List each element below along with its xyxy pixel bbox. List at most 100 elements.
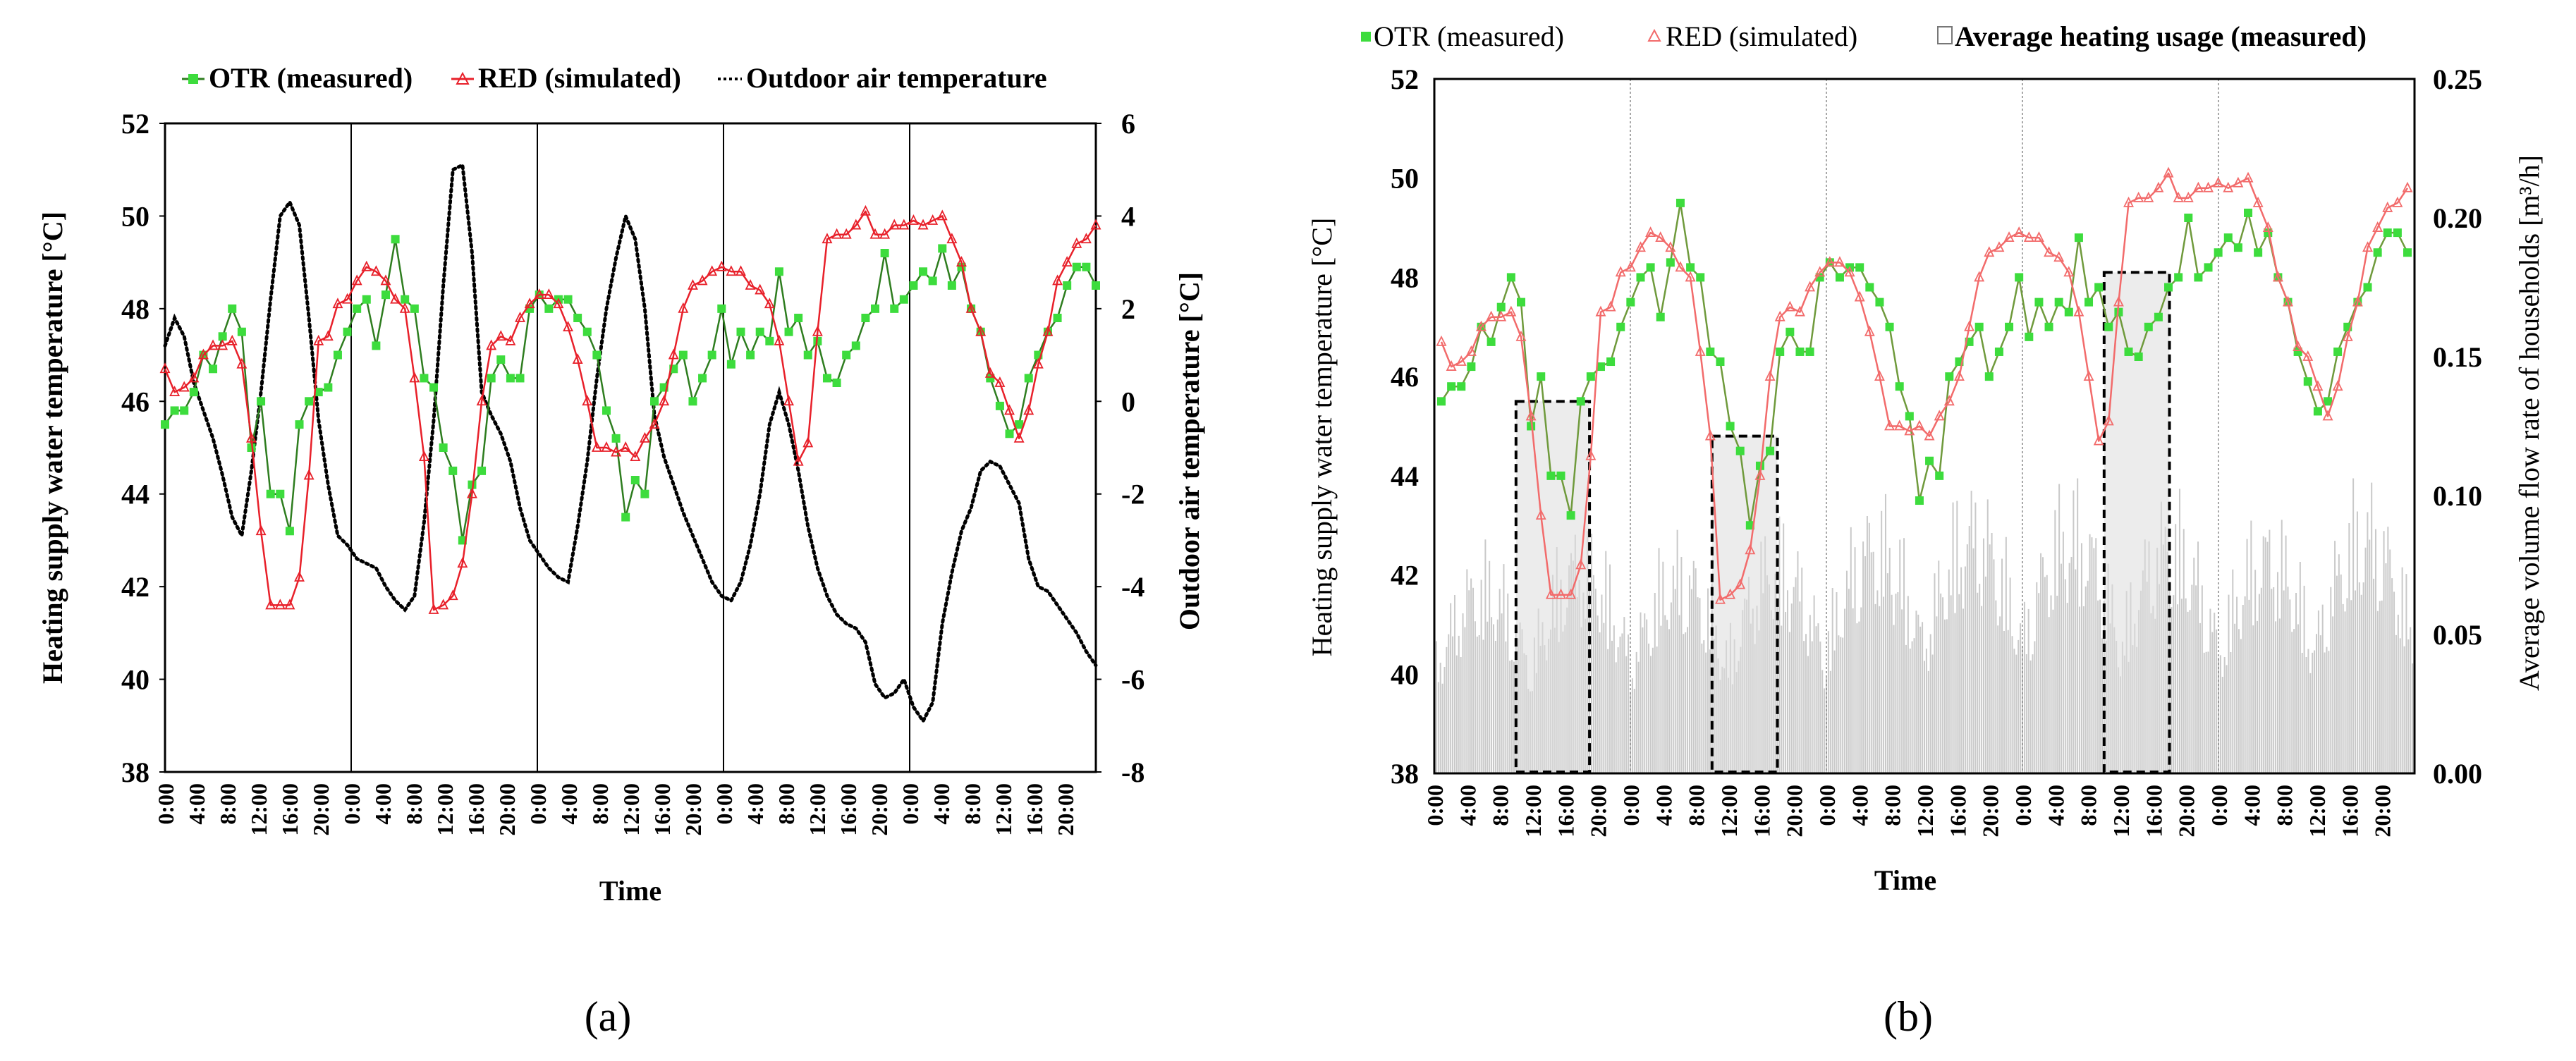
red-point: [2113, 295, 2124, 307]
y-tick-label: 44: [121, 479, 149, 510]
y-tick-label: 48: [1391, 262, 1419, 293]
red-point: [553, 298, 564, 309]
y2-tick-label: 0: [1121, 386, 1135, 417]
red-point: [1042, 325, 1054, 336]
otr-point: [429, 383, 439, 392]
red-point: [467, 487, 477, 498]
otr-point: [247, 443, 256, 452]
otr-point: [880, 249, 889, 257]
otr-point: [736, 327, 745, 336]
otr-point: [343, 327, 352, 336]
red-point: [1506, 305, 1517, 317]
red-point: [649, 418, 660, 429]
otr-point: [276, 489, 285, 498]
otr-point: [765, 336, 774, 345]
otr-point: [218, 332, 227, 341]
red-point: [409, 372, 420, 383]
x-tick-label: 20:00: [308, 783, 334, 836]
y-tick-label: 50: [121, 200, 149, 232]
red-point: [1605, 300, 1616, 312]
x-tick-label: 20:00: [2174, 785, 2199, 838]
x-tick-label: 0:00: [2010, 785, 2036, 826]
red-point: [505, 334, 516, 345]
red-point: [2233, 176, 2244, 188]
otr-point: [391, 235, 400, 244]
otr-point: [1556, 471, 1565, 480]
otr-point: [1626, 298, 1635, 307]
otr-point: [1596, 362, 1605, 372]
red-point: [793, 455, 804, 466]
otr-point: [266, 489, 275, 498]
otr-point: [2233, 243, 2242, 252]
otr-point: [1675, 198, 1685, 207]
y-tick-label: 44: [1391, 460, 1419, 492]
otr-point: [372, 341, 381, 350]
otr-point: [496, 355, 506, 364]
red-point: [716, 260, 727, 271]
x-tick-label: 0:00: [1814, 785, 1840, 826]
red-point: [2023, 231, 2034, 243]
otr-point: [1755, 461, 1764, 470]
otr-point: [448, 466, 458, 475]
red-point: [457, 557, 468, 568]
y-tick-label: 46: [1391, 361, 1419, 393]
red-point: [438, 599, 449, 610]
x-tick-label: 8:00: [1880, 785, 1905, 826]
red-point: [668, 348, 679, 360]
red-point: [2063, 266, 2075, 277]
x-tick-label: 16:00: [1022, 783, 1047, 836]
otr-point: [938, 244, 947, 253]
otr-point: [2124, 347, 2133, 356]
otr-point: [688, 397, 697, 406]
otr-point: [1005, 429, 1014, 438]
x-tick-label: 8:00: [1488, 785, 1513, 826]
y2-axis-label-b: Average volume flow rate of households […: [2513, 155, 2545, 691]
x-tick-label: 8:00: [587, 783, 613, 825]
red-point: [1964, 320, 1975, 331]
red-point: [2372, 221, 2383, 232]
otr-point: [1706, 347, 1715, 356]
x-tick-label: 20:00: [1782, 785, 1807, 838]
otr-point: [1974, 322, 1984, 331]
otr-point: [1082, 262, 1091, 271]
red-point: [515, 311, 525, 322]
red-point: [1953, 370, 1965, 381]
otr-point: [2254, 248, 2263, 257]
otr-point: [573, 314, 582, 322]
otr-point: [2064, 307, 2073, 317]
red-point: [159, 362, 171, 374]
otr-point: [1072, 262, 1081, 271]
red-point: [1735, 578, 1746, 589]
red-point: [428, 603, 439, 614]
red-point: [822, 233, 833, 244]
y2-tick-label: -6: [1121, 664, 1144, 696]
otr-point: [324, 383, 333, 392]
red-point: [1645, 226, 1656, 238]
otr-point: [650, 397, 659, 406]
panel-a-chart: OTR (measured) RED (simulated) Outdoor a…: [37, 62, 1205, 1040]
highlight-box: [1710, 434, 1779, 773]
otr-point: [544, 304, 554, 313]
red-point: [1824, 256, 1836, 267]
otr-point: [1457, 382, 1466, 391]
otr-point: [1855, 263, 1864, 272]
red-point: [812, 325, 823, 336]
red-point: [1695, 345, 1706, 356]
otr-point: [2174, 273, 2183, 282]
red-point: [2312, 380, 2324, 391]
x-tick-label: 12:00: [246, 783, 271, 836]
red-point: [1565, 588, 1577, 599]
red-point: [207, 339, 219, 350]
otr-point: [803, 350, 812, 360]
y-tick-label: 42: [1391, 560, 1419, 591]
otr-point: [1606, 357, 1616, 367]
otr-point: [2025, 332, 2034, 341]
otr-point: [1092, 281, 1100, 290]
otr-point: [621, 513, 630, 522]
otr-point: [2005, 322, 2014, 331]
otr-point: [698, 374, 707, 383]
red-point: [1784, 300, 1795, 312]
x-tick-label: 12:00: [432, 783, 458, 836]
x-tick-label: 4:00: [1651, 785, 1676, 826]
red-point: [735, 265, 746, 276]
